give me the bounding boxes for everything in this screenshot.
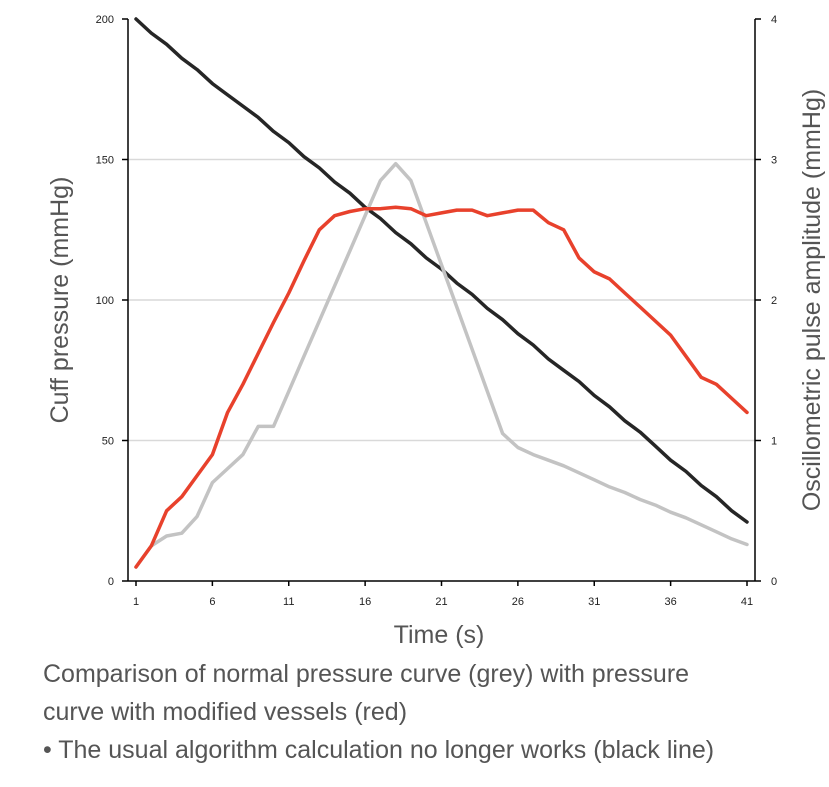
x-tick-label: 16 <box>359 596 371 608</box>
x-axis-title: Time (s) <box>394 621 485 649</box>
y-axis-right-title: Oscillometric pulse amplitude (mmHg) <box>798 89 826 511</box>
data-series <box>134 17 749 569</box>
grid-lines <box>128 158 755 442</box>
series-line-cuff <box>134 17 749 524</box>
x-tick-label: 11 <box>283 596 294 608</box>
y-left-tick-label: 100 <box>96 295 114 307</box>
y-right-tick-label: 3 <box>771 155 777 167</box>
series-line-modified <box>134 205 749 569</box>
x-tick-label: 6 <box>209 596 215 608</box>
x-tick-label: 41 <box>741 596 753 608</box>
y-right-tick-label: 0 <box>771 576 777 588</box>
y-left-tick-label: 0 <box>108 576 114 588</box>
y-left-tick-label: 200 <box>96 14 114 26</box>
y-left-tick-label: 50 <box>102 436 114 448</box>
y-right-tick-label: 2 <box>771 295 777 307</box>
x-tick-label: 1 <box>133 596 139 608</box>
x-tick-label: 36 <box>665 596 677 608</box>
axes <box>122 18 761 586</box>
y-right-tick-label: 4 <box>771 14 777 26</box>
x-tick-label: 21 <box>435 596 447 608</box>
y-axis-left-title: Cuff pressure (mmHg) <box>46 177 74 424</box>
caption-line-1: Comparison of normal pressure curve (gre… <box>43 660 690 688</box>
x-tick-label: 26 <box>512 596 524 608</box>
caption-line-2: curve with modified vessels (red) <box>43 698 408 726</box>
series-line-normal <box>134 161 749 569</box>
caption-bullet-line: • The usual algorithm calculation no lon… <box>43 736 715 764</box>
y-right-tick-label: 1 <box>771 436 777 448</box>
y-left-tick-label: 150 <box>96 155 114 167</box>
x-tick-label: 31 <box>588 596 600 608</box>
